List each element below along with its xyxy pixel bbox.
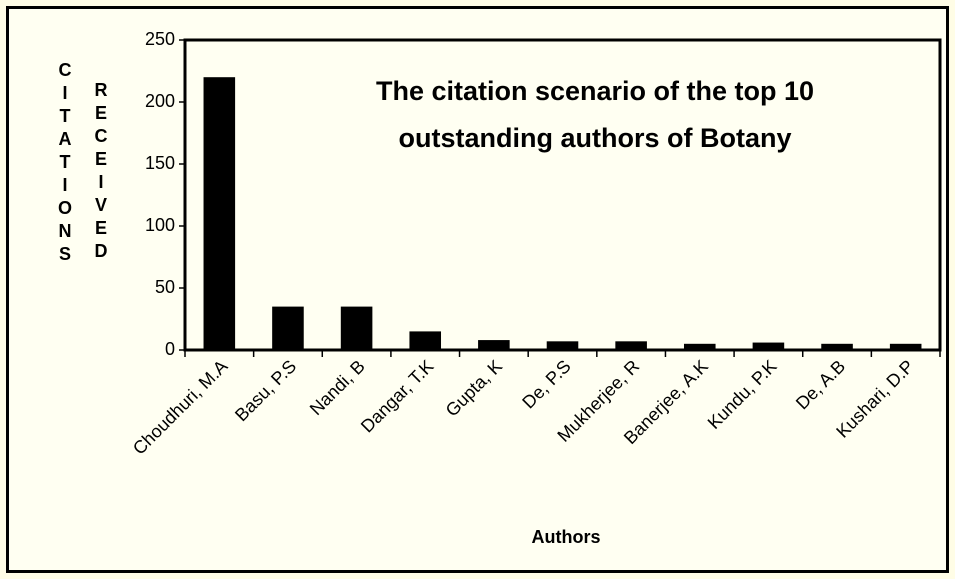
x-tick-label: Dangar, T.K [357, 356, 437, 436]
bar [203, 77, 236, 350]
y-tick-label: 50 [155, 277, 175, 297]
chart-title: The citation scenario of the top 10 outs… [375, 76, 815, 153]
x-tick-label: Basu, P.S [231, 356, 300, 425]
bar [478, 340, 510, 350]
y-tick-label: 100 [145, 215, 175, 235]
x-tick-label: De, P.S [518, 356, 574, 412]
x-tick-label: Kundu, P.K [704, 356, 781, 433]
y-tick-label: 200 [145, 91, 175, 111]
x-tick-label: Nandi, B [306, 356, 369, 419]
bar [889, 343, 922, 350]
x-axis-label: Authors [531, 527, 601, 547]
y-tick-label: 250 [145, 29, 175, 49]
bar [409, 331, 442, 350]
x-tick-label: Choudhuri, M.A [129, 356, 232, 459]
bar [752, 342, 785, 350]
chart-frame [6, 6, 949, 573]
bar [546, 341, 579, 350]
bar [821, 343, 853, 350]
bar [272, 306, 304, 350]
bar [615, 341, 647, 350]
y-axis-label: CITATIONS [55, 60, 75, 267]
x-tick-label: De, A.B [792, 356, 849, 413]
bar [340, 306, 373, 350]
x-tick-label: Gupta, K [442, 356, 506, 420]
y-tick-label: 150 [145, 153, 175, 173]
bar [683, 343, 716, 350]
y-tick-label: 0 [165, 339, 175, 359]
y-axis-label: RECEIVED [91, 80, 111, 264]
